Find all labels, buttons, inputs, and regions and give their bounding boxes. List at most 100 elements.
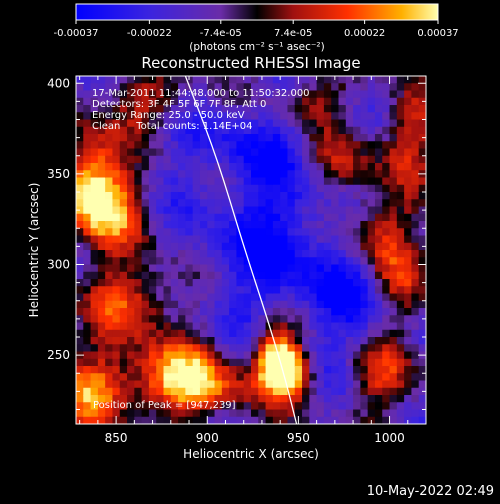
heatmap-cell xyxy=(192,358,201,367)
heatmap-cell xyxy=(302,409,310,418)
heatmap-cell xyxy=(229,344,238,353)
heatmap-cell xyxy=(258,184,267,193)
heatmap-cell xyxy=(294,344,303,353)
heatmap-cell xyxy=(251,337,259,345)
colorbar-tick-label: -7.4e-05 xyxy=(200,28,242,39)
heatmap-cell xyxy=(119,148,128,157)
heatmap-cell xyxy=(302,329,310,338)
heatmap-cell xyxy=(229,199,238,208)
heatmap-cell xyxy=(236,257,245,266)
heatmap-cell xyxy=(331,286,340,295)
heatmap-cell xyxy=(265,206,274,215)
heatmap-cell xyxy=(367,177,376,186)
heatmap-cell xyxy=(141,206,150,215)
heatmap-cell xyxy=(367,250,376,258)
heatmap-cell xyxy=(236,112,245,121)
heatmap-cell xyxy=(134,366,143,374)
heatmap-cell xyxy=(389,380,398,389)
heatmap-cell xyxy=(156,315,165,324)
heatmap-cell xyxy=(105,76,114,84)
heatmap-cell xyxy=(83,221,92,229)
heatmap-cell xyxy=(287,112,296,121)
heatmap-cell xyxy=(105,257,114,266)
heatmap-cell xyxy=(389,97,398,106)
heatmap-cell xyxy=(404,264,413,273)
heatmap-cell xyxy=(97,416,106,424)
colorbar-tick-label: -0.00022 xyxy=(127,28,172,39)
heatmap-cell xyxy=(243,351,252,360)
heatmap-cell xyxy=(280,97,289,106)
heatmap-cell xyxy=(76,228,84,237)
heatmap-cell xyxy=(258,126,267,135)
heatmap-cell xyxy=(127,315,135,324)
heatmap-cell xyxy=(90,351,99,360)
heatmap-cell xyxy=(302,221,310,229)
heatmap-cell xyxy=(178,228,186,237)
heatmap-cell xyxy=(345,177,354,186)
heatmap-cell xyxy=(97,242,106,251)
heatmap-cell xyxy=(127,155,135,164)
heatmap-cell xyxy=(360,148,369,157)
heatmap-cell xyxy=(170,409,179,418)
heatmap-cell xyxy=(83,112,92,121)
heatmap-cell xyxy=(185,366,194,374)
heatmap-cell xyxy=(367,358,376,367)
heatmap-cell xyxy=(396,155,405,164)
heatmap-cell xyxy=(316,286,325,295)
heatmap-cell xyxy=(418,416,426,424)
heatmap-cell xyxy=(134,119,143,128)
heatmap-cell xyxy=(170,141,179,150)
heatmap-cell xyxy=(389,148,398,157)
heatmap-cell xyxy=(302,286,310,295)
heatmap-cell xyxy=(345,373,354,382)
heatmap-cell xyxy=(389,300,398,309)
heatmap-cell xyxy=(156,351,165,360)
heatmap-cell xyxy=(360,366,369,374)
heatmap-cell xyxy=(302,366,310,374)
heatmap-cell xyxy=(207,206,216,215)
heatmap-cell xyxy=(76,141,84,150)
heatmap-cell xyxy=(170,184,179,193)
heatmap-cell xyxy=(251,206,259,215)
heatmap-cell xyxy=(251,184,259,193)
heatmap-cell xyxy=(411,242,420,251)
heatmap-cell xyxy=(141,344,150,353)
heatmap-cell xyxy=(199,322,208,331)
heatmap-cell xyxy=(127,148,135,157)
heatmap-cell xyxy=(280,105,289,113)
heatmap-cell xyxy=(389,126,398,135)
heatmap-cell xyxy=(367,373,376,382)
heatmap-cell xyxy=(214,112,223,121)
heatmap-cell xyxy=(396,322,405,331)
heatmap-cell xyxy=(272,105,281,113)
heatmap-cell xyxy=(272,235,281,244)
heatmap-cell xyxy=(214,177,223,186)
heatmap-cell xyxy=(127,308,135,316)
heatmap-cell xyxy=(178,112,186,121)
heatmap-cell xyxy=(374,155,383,164)
heatmap-cell xyxy=(105,344,114,353)
heatmap-cell xyxy=(280,213,289,222)
heatmap-cell xyxy=(309,264,318,273)
heatmap-cell xyxy=(90,279,99,287)
heatmap-cell xyxy=(411,279,420,287)
heatmap-cell xyxy=(221,235,230,244)
heatmap-cell xyxy=(141,308,150,316)
heatmap-cell xyxy=(207,134,216,142)
heatmap-cell xyxy=(280,344,289,353)
heatmap-cell xyxy=(280,184,289,193)
heatmap-cell xyxy=(272,199,281,208)
heatmap-cell xyxy=(229,264,238,273)
heatmap-cell xyxy=(323,90,332,99)
heatmap-cell xyxy=(309,293,318,302)
heatmap-cell xyxy=(316,271,325,280)
heatmap-cell xyxy=(83,264,92,273)
heatmap-cell xyxy=(163,366,172,374)
heatmap-cell xyxy=(83,119,92,128)
heatmap-cell xyxy=(382,279,391,287)
heatmap-cell xyxy=(309,322,318,331)
heatmap-cell xyxy=(382,119,391,128)
heatmap-cell xyxy=(338,141,347,150)
heatmap-cell xyxy=(199,235,208,244)
heatmap-cell xyxy=(134,329,143,338)
